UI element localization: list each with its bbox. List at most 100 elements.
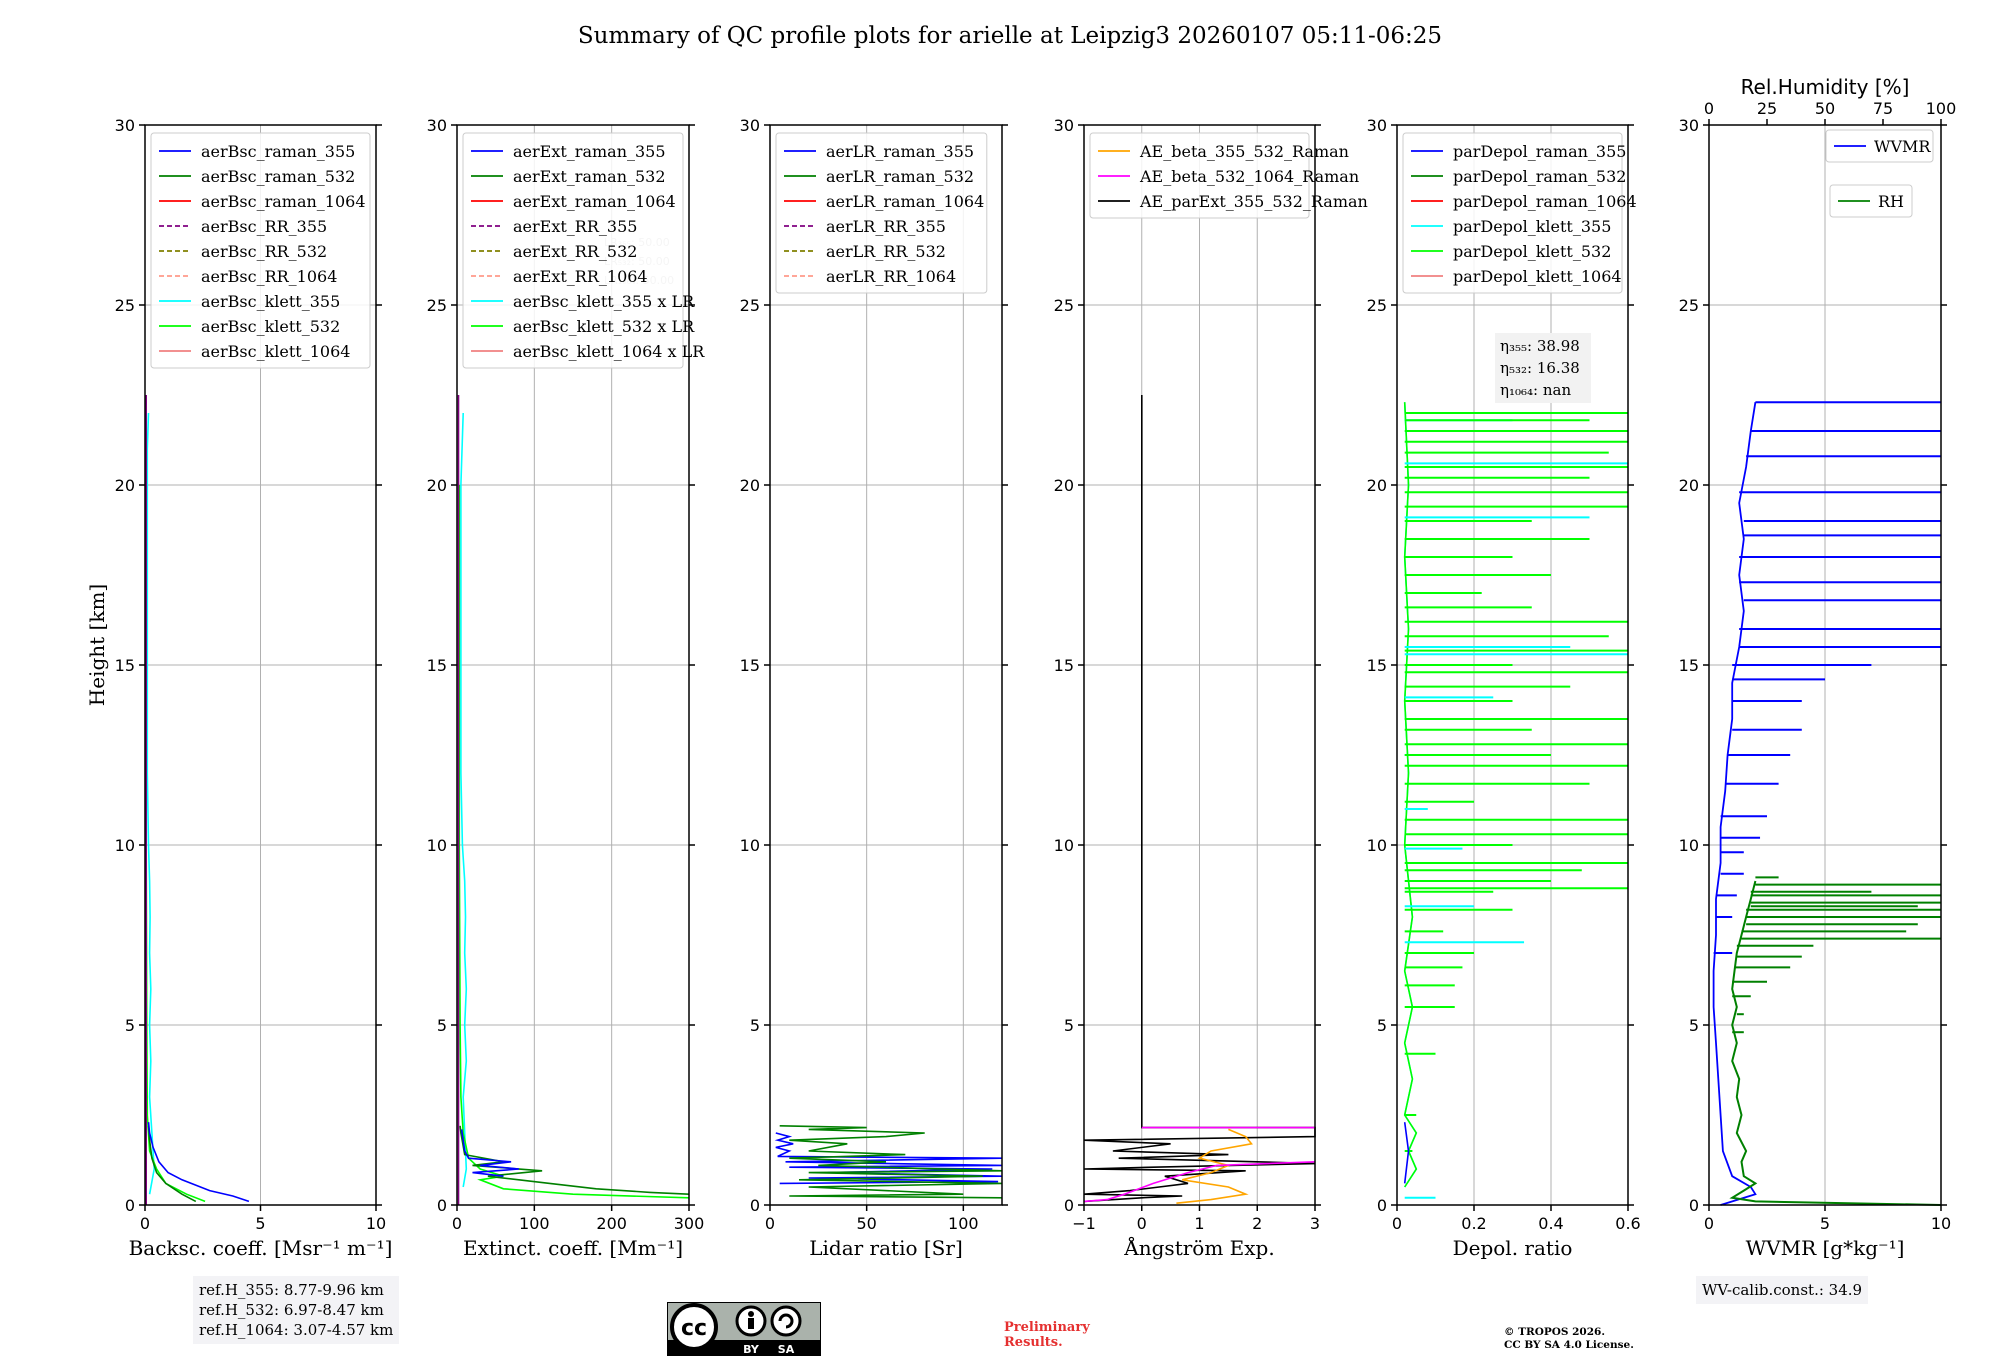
- x-axis-label: WVMR [g*kg⁻¹]: [1746, 1236, 1905, 1260]
- legend-label-5: parDepol_klett_1064: [1453, 267, 1622, 286]
- x-axis-label: Ångström Exp.: [1123, 1235, 1274, 1260]
- chart-panel-lr: 0 50 100 0 5 10 15 20 25 30 Lidar ratio [Sr] aerLR_…: [740, 116, 1008, 1260]
- legend-label-1: aerLR_raman_532: [826, 167, 974, 186]
- y-tick-label-20: 20: [1367, 476, 1387, 495]
- top-tick-label-25: 25: [1757, 99, 1777, 118]
- chart-panel-ext: LR₃₅₅: 50.00LR₅₃₂: 50.00LR₁₀₆₄: 50.00010…: [427, 116, 706, 1260]
- cc-license-badge: cc BY SA: [667, 1302, 821, 1356]
- cc-sa-label: SA: [778, 1343, 795, 1356]
- wv-calib-line: WV-calib.const.: 34.9: [1702, 1281, 1863, 1299]
- top-tick-label-100: 100: [1926, 99, 1957, 118]
- cc-logo-icon: [670, 1303, 718, 1351]
- refh-info-box: ref.H_355: 8.77-9.96 km ref.H_532: 6.97-…: [193, 1276, 400, 1344]
- y-tick-label-0: 0: [1064, 1196, 1074, 1215]
- legend-label-0: aerBsc_raman_355: [201, 142, 355, 161]
- legend-wvmr-frame: [1825, 129, 1934, 163]
- y-tick-label-20: 20: [427, 476, 447, 495]
- refh-line-355: ref.H_355: 8.77-9.96 km: [199, 1281, 384, 1299]
- x-tick-label-10: 10: [366, 1214, 386, 1233]
- x-tick-label-0.6: 0.6: [1615, 1214, 1640, 1233]
- legend: AE_beta_355_532_Raman AE_beta_532_1064_Ra…: [1089, 132, 1368, 219]
- cc-by-label: BY: [743, 1343, 760, 1356]
- y-tick-label-5: 5: [1064, 1016, 1074, 1035]
- x-tick-label-2: 2: [1252, 1214, 1262, 1233]
- top-tick-label-0: 0: [1704, 99, 1714, 118]
- y-tick-label-30: 30: [427, 116, 447, 135]
- x-tick-label-0: 0: [1704, 1214, 1714, 1233]
- y-tick-label-25: 25: [115, 296, 135, 315]
- series-parDepol_klett_532-base: [1403, 402, 1418, 1188]
- legend-label-2: aerBsc_raman_1064: [201, 192, 366, 211]
- y-tick-label-5: 5: [437, 1016, 447, 1035]
- y-tick-label-15: 15: [1679, 656, 1699, 675]
- y-tick-label-20: 20: [1054, 476, 1074, 495]
- y-tick-label-15: 15: [1054, 656, 1074, 675]
- y-tick-label-25: 25: [1679, 296, 1699, 315]
- legend-label-6: aerBsc_klett_355 x LR: [513, 292, 695, 311]
- x-tick-label-0: 0: [765, 1214, 775, 1233]
- legend-label-1: aerBsc_raman_532: [201, 167, 355, 186]
- y-axis-label: Height [km]: [85, 584, 109, 706]
- wv-calib-info-box: WV-calib.const.: 34.9: [1696, 1276, 1869, 1304]
- chart-panel-depol: η₃₅₅: 38.98 η₅₃₂: 16.38 η₁₀₆₄: nan 0 0.2 0.4 0…: [1367, 116, 1641, 1260]
- series-wvmr-base: [1712, 402, 1757, 1206]
- x-tick-label-5: 5: [1820, 1214, 1830, 1233]
- y-tick-label-5: 5: [1689, 1016, 1699, 1035]
- legend-label-4: parDepol_klett_532: [1453, 242, 1611, 261]
- cc-logo-text: cc: [681, 1316, 707, 1341]
- x-tick-label-0: 0: [452, 1214, 462, 1233]
- legend-label-7: aerBsc_klett_532: [201, 317, 340, 336]
- x-tick-label-300: 300: [674, 1214, 705, 1233]
- y-tick-label-0: 0: [125, 1196, 135, 1215]
- y-tick-label-0: 0: [437, 1196, 447, 1215]
- x-tick-label-1: 1: [1194, 1214, 1204, 1233]
- x-tick-label-0.4: 0.4: [1538, 1214, 1563, 1233]
- y-tick-label-10: 10: [1679, 836, 1699, 855]
- x-tick-label-3: 3: [1310, 1214, 1320, 1233]
- series-aerLR_raman_532: [779, 1125, 1003, 1199]
- series-aerBsc_klett_532: [145, 485, 206, 1203]
- x-tick-label-0: 0: [1137, 1214, 1147, 1233]
- refh-line-1064: ref.H_1064: 3.07-4.57 km: [199, 1321, 394, 1339]
- legend-label-4: aerExt_RR_532: [513, 242, 637, 261]
- x-axis-label: Lidar ratio [Sr]: [809, 1236, 963, 1260]
- series-AE_beta_355_532_Raman: [1176, 1128, 1253, 1204]
- legend: aerExt_raman_355 aerExt_raman_532 aerExt_r…: [462, 132, 705, 369]
- y-tick-label-30: 30: [1054, 116, 1074, 135]
- x-axis-label: Depol. ratio: [1453, 1236, 1573, 1260]
- y-tick-label-20: 20: [1679, 476, 1699, 495]
- top-tick-label-50: 50: [1815, 99, 1835, 118]
- by-person-body: [748, 1318, 754, 1329]
- legend-label-3: aerLR_RR_355: [826, 217, 946, 236]
- x-tick-label-50: 50: [856, 1214, 876, 1233]
- sa-share-icon: [770, 1305, 802, 1337]
- y-tick-label-25: 25: [1367, 296, 1387, 315]
- legend-rh-label: RH: [1878, 192, 1904, 211]
- x-axis-label: Backsc. coeff. [Msr⁻¹ m⁻¹]: [129, 1236, 393, 1260]
- legend-label-6: aerBsc_klett_355: [201, 292, 340, 311]
- top-tick-label-75: 75: [1873, 99, 1893, 118]
- legend-rh-frame: [1829, 184, 1913, 218]
- y-tick-label-20: 20: [115, 476, 135, 495]
- legend-label-8: aerBsc_klett_1064: [201, 342, 350, 361]
- legend-label-0: aerLR_raman_355: [826, 142, 974, 161]
- by-person-head: [748, 1311, 754, 1317]
- y-tick-label-25: 25: [427, 296, 447, 315]
- series-aerBsc_raman_355: [147, 1122, 250, 1203]
- legend-frame: [1402, 132, 1623, 294]
- y-tick-label-15: 15: [740, 656, 760, 675]
- x-tick-label-0: 0: [140, 1214, 150, 1233]
- legend-wvmr: WVMR: [1825, 129, 1934, 163]
- legend-label-3: parDepol_klett_355: [1453, 217, 1611, 236]
- legend-label-8: aerBsc_klett_1064 x LR: [513, 342, 705, 361]
- y-tick-label-30: 30: [740, 116, 760, 135]
- x-tick-label-5: 5: [255, 1214, 265, 1233]
- eta-box: η₃₅₅: 38.98 η₅₃₂: 16.38 η₁₀₆₄: nan: [1495, 333, 1591, 403]
- legend-label-1: parDepol_raman_532: [1453, 167, 1626, 186]
- legend-label-2: AE_parExt_355_532_Raman: [1139, 192, 1368, 211]
- y-tick-label-30: 30: [1679, 116, 1699, 135]
- y-tick-label-30: 30: [1367, 116, 1387, 135]
- refh-line-532: ref.H_532: 6.97-8.47 km: [199, 1301, 384, 1319]
